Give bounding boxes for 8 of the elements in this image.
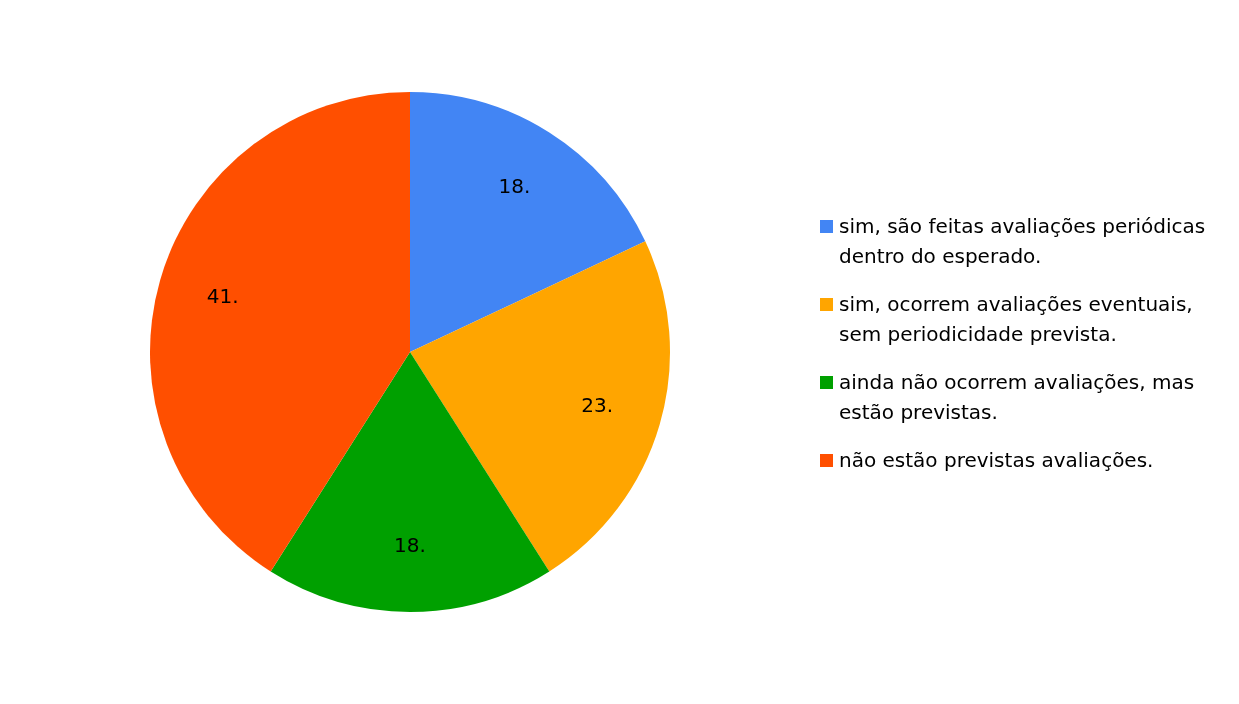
- legend-label: ainda não ocorrem avaliações, mas estão previstas.: [839, 369, 1196, 426]
- data-label: 18.: [498, 173, 531, 198]
- legend-label: não estão previstas avaliações.: [839, 447, 1154, 474]
- data-label: 18.: [394, 533, 426, 558]
- legend-label: sim, ocorrem avaliações eventuais, sem periodicidade prevista.: [839, 291, 1194, 348]
- legend-label: sim, são feitas avaliações periódicas dentro do esperado.: [839, 213, 1207, 270]
- data-label: 41.: [206, 283, 239, 308]
- data-label: 23.: [581, 392, 614, 417]
